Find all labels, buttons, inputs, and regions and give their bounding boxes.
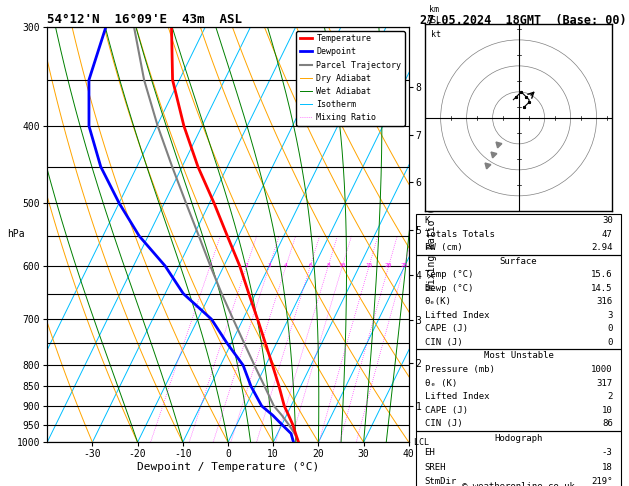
Text: θₑ(K): θₑ(K) — [425, 297, 452, 306]
Text: K: K — [425, 216, 430, 225]
Text: -3: -3 — [602, 448, 613, 457]
Text: 1: 1 — [208, 263, 212, 268]
Text: Hodograph: Hodograph — [494, 434, 543, 443]
Text: SREH: SREH — [425, 463, 446, 472]
Text: CIN (J): CIN (J) — [425, 419, 462, 428]
Bar — [416, 255, 621, 349]
Text: Most Unstable: Most Unstable — [484, 351, 554, 360]
X-axis label: Dewpoint / Temperature (°C): Dewpoint / Temperature (°C) — [137, 462, 319, 472]
Text: Lifted Index: Lifted Index — [425, 311, 489, 320]
Legend: Temperature, Dewpoint, Parcel Trajectory, Dry Adiabat, Wet Adiabat, Isotherm, Mi: Temperature, Dewpoint, Parcel Trajectory… — [296, 31, 404, 125]
Text: 47: 47 — [602, 230, 613, 239]
Text: Totals Totals: Totals Totals — [425, 230, 494, 239]
Text: 15.6: 15.6 — [591, 270, 613, 279]
Text: km
ASL: km ASL — [426, 5, 442, 25]
Text: 2: 2 — [607, 392, 613, 401]
Text: LCL: LCL — [409, 438, 429, 447]
Text: hPa: hPa — [8, 229, 25, 240]
Text: kt: kt — [431, 30, 441, 39]
Text: 10: 10 — [602, 406, 613, 415]
Text: 14.5: 14.5 — [591, 284, 613, 293]
Text: CIN (J): CIN (J) — [425, 338, 462, 347]
Text: 25: 25 — [401, 263, 408, 268]
Text: 15: 15 — [365, 263, 373, 268]
Text: 4: 4 — [284, 263, 288, 268]
Text: © weatheronline.co.uk: © weatheronline.co.uk — [462, 482, 575, 486]
Bar — [416, 431, 621, 486]
Bar — [416, 349, 621, 431]
Text: 86: 86 — [602, 419, 613, 428]
Text: 2.94: 2.94 — [591, 243, 613, 252]
Text: 0: 0 — [607, 338, 613, 347]
Text: 1000: 1000 — [591, 365, 613, 374]
Text: 0: 0 — [607, 324, 613, 333]
Text: CAPE (J): CAPE (J) — [425, 324, 467, 333]
Text: 316: 316 — [596, 297, 613, 306]
Bar — [416, 214, 621, 255]
Text: 3: 3 — [607, 311, 613, 320]
Text: PW (cm): PW (cm) — [425, 243, 462, 252]
Text: θₑ (K): θₑ (K) — [425, 379, 457, 387]
Text: Dewp (°C): Dewp (°C) — [425, 284, 473, 293]
Text: 10: 10 — [338, 263, 346, 268]
Text: 6: 6 — [308, 263, 312, 268]
Text: Surface: Surface — [500, 257, 537, 266]
Text: 8: 8 — [326, 263, 330, 268]
Text: CAPE (J): CAPE (J) — [425, 406, 467, 415]
Text: 27.05.2024  18GMT  (Base: 00): 27.05.2024 18GMT (Base: 00) — [420, 14, 626, 27]
Text: 317: 317 — [596, 379, 613, 387]
Text: StmDir: StmDir — [425, 477, 457, 486]
Text: 2: 2 — [245, 263, 248, 268]
Text: EH: EH — [425, 448, 435, 457]
Text: Temp (°C): Temp (°C) — [425, 270, 473, 279]
Text: 18: 18 — [602, 463, 613, 472]
Text: 20: 20 — [385, 263, 392, 268]
Text: 3: 3 — [267, 263, 271, 268]
Text: 30: 30 — [602, 216, 613, 225]
Text: Lifted Index: Lifted Index — [425, 392, 489, 401]
Text: 219°: 219° — [591, 477, 613, 486]
Text: 54°12'N  16°09'E  43m  ASL: 54°12'N 16°09'E 43m ASL — [47, 13, 242, 26]
Text: Pressure (mb): Pressure (mb) — [425, 365, 494, 374]
Y-axis label: Mixing Ratio (g/kg): Mixing Ratio (g/kg) — [427, 179, 437, 290]
